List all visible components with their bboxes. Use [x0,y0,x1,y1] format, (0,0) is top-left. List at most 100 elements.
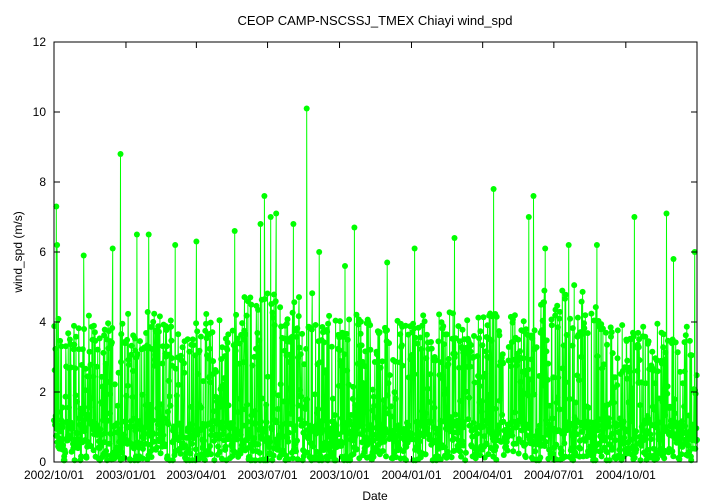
data-point [236,395,243,402]
data-point [168,355,175,362]
data-point [118,331,125,338]
data-point [548,322,555,329]
data-point [266,444,273,451]
data-point [103,452,110,459]
data-point [343,330,350,337]
data-point [522,441,529,448]
data-point [520,355,527,362]
data-point [654,320,661,327]
data-point [337,358,344,364]
data-point [550,374,557,381]
data-point [52,346,59,352]
data-point [493,456,500,463]
data-point [683,438,690,445]
data-point [130,415,137,422]
data-point [642,333,649,340]
data-point [603,329,609,336]
data-point [542,245,549,252]
data-point [614,382,621,389]
data-point [156,313,163,320]
data-point [172,242,179,248]
data-point [686,337,693,344]
data-point [614,327,621,334]
data-point [197,427,204,434]
data-point [481,433,488,440]
data-point [54,409,61,415]
data-point [310,443,317,450]
data-point [160,432,167,439]
data-point [369,407,376,414]
data-point [434,430,441,437]
data-point [492,405,499,412]
data-point [282,420,289,427]
data-point [221,375,228,382]
data-point [224,346,231,353]
data-point [154,405,161,412]
data-point [520,318,527,325]
data-point [508,339,515,346]
data-point [370,393,377,400]
data-point [674,349,681,356]
data-point [109,325,116,331]
data-point [572,424,579,431]
data-point [608,333,614,340]
data-point [633,446,640,453]
data-point [237,431,244,438]
data-point [89,395,96,402]
data-point [303,402,310,409]
data-point [62,449,69,456]
data-point [293,448,299,455]
data-point [210,358,217,365]
data-point [205,355,212,362]
data-point [681,403,688,410]
data-point [57,337,64,344]
data-point [270,314,276,321]
data-point [437,456,444,463]
data-point [188,421,195,428]
data-point [633,428,640,435]
data-point [285,438,292,445]
data-point [558,448,565,454]
data-point [592,304,599,311]
data-point [420,312,427,319]
data-point [567,315,574,322]
data-point [535,428,542,435]
data-point [226,432,233,439]
data-point [543,337,550,344]
data-point [358,342,365,349]
data-point [287,410,294,417]
data-point [150,318,157,325]
data-point [467,363,474,370]
data-point [159,436,166,443]
data-point [84,373,91,380]
data-point [224,339,231,346]
data-point [654,368,661,375]
data-point [435,338,442,345]
data-point [197,333,204,340]
data-point [244,418,251,425]
data-point [500,418,507,425]
data-point [605,415,612,422]
data-point [439,376,446,383]
data-point [166,393,173,400]
data-point [422,451,429,458]
data-point [595,422,602,429]
data-point [445,356,452,362]
data-point [490,186,497,192]
data-point [523,326,530,333]
data-point [170,423,177,430]
data-point [357,421,364,428]
data-point [471,379,478,386]
data-point [587,425,594,431]
data-point [475,314,482,321]
data-point [319,324,326,330]
data-point [234,436,241,443]
data-point [476,383,483,390]
data-point [594,353,601,360]
data-point [301,420,308,427]
data-point [221,398,228,405]
data-point [456,364,463,371]
data-point [631,214,638,220]
data-point [609,350,616,357]
data-point [233,311,240,318]
